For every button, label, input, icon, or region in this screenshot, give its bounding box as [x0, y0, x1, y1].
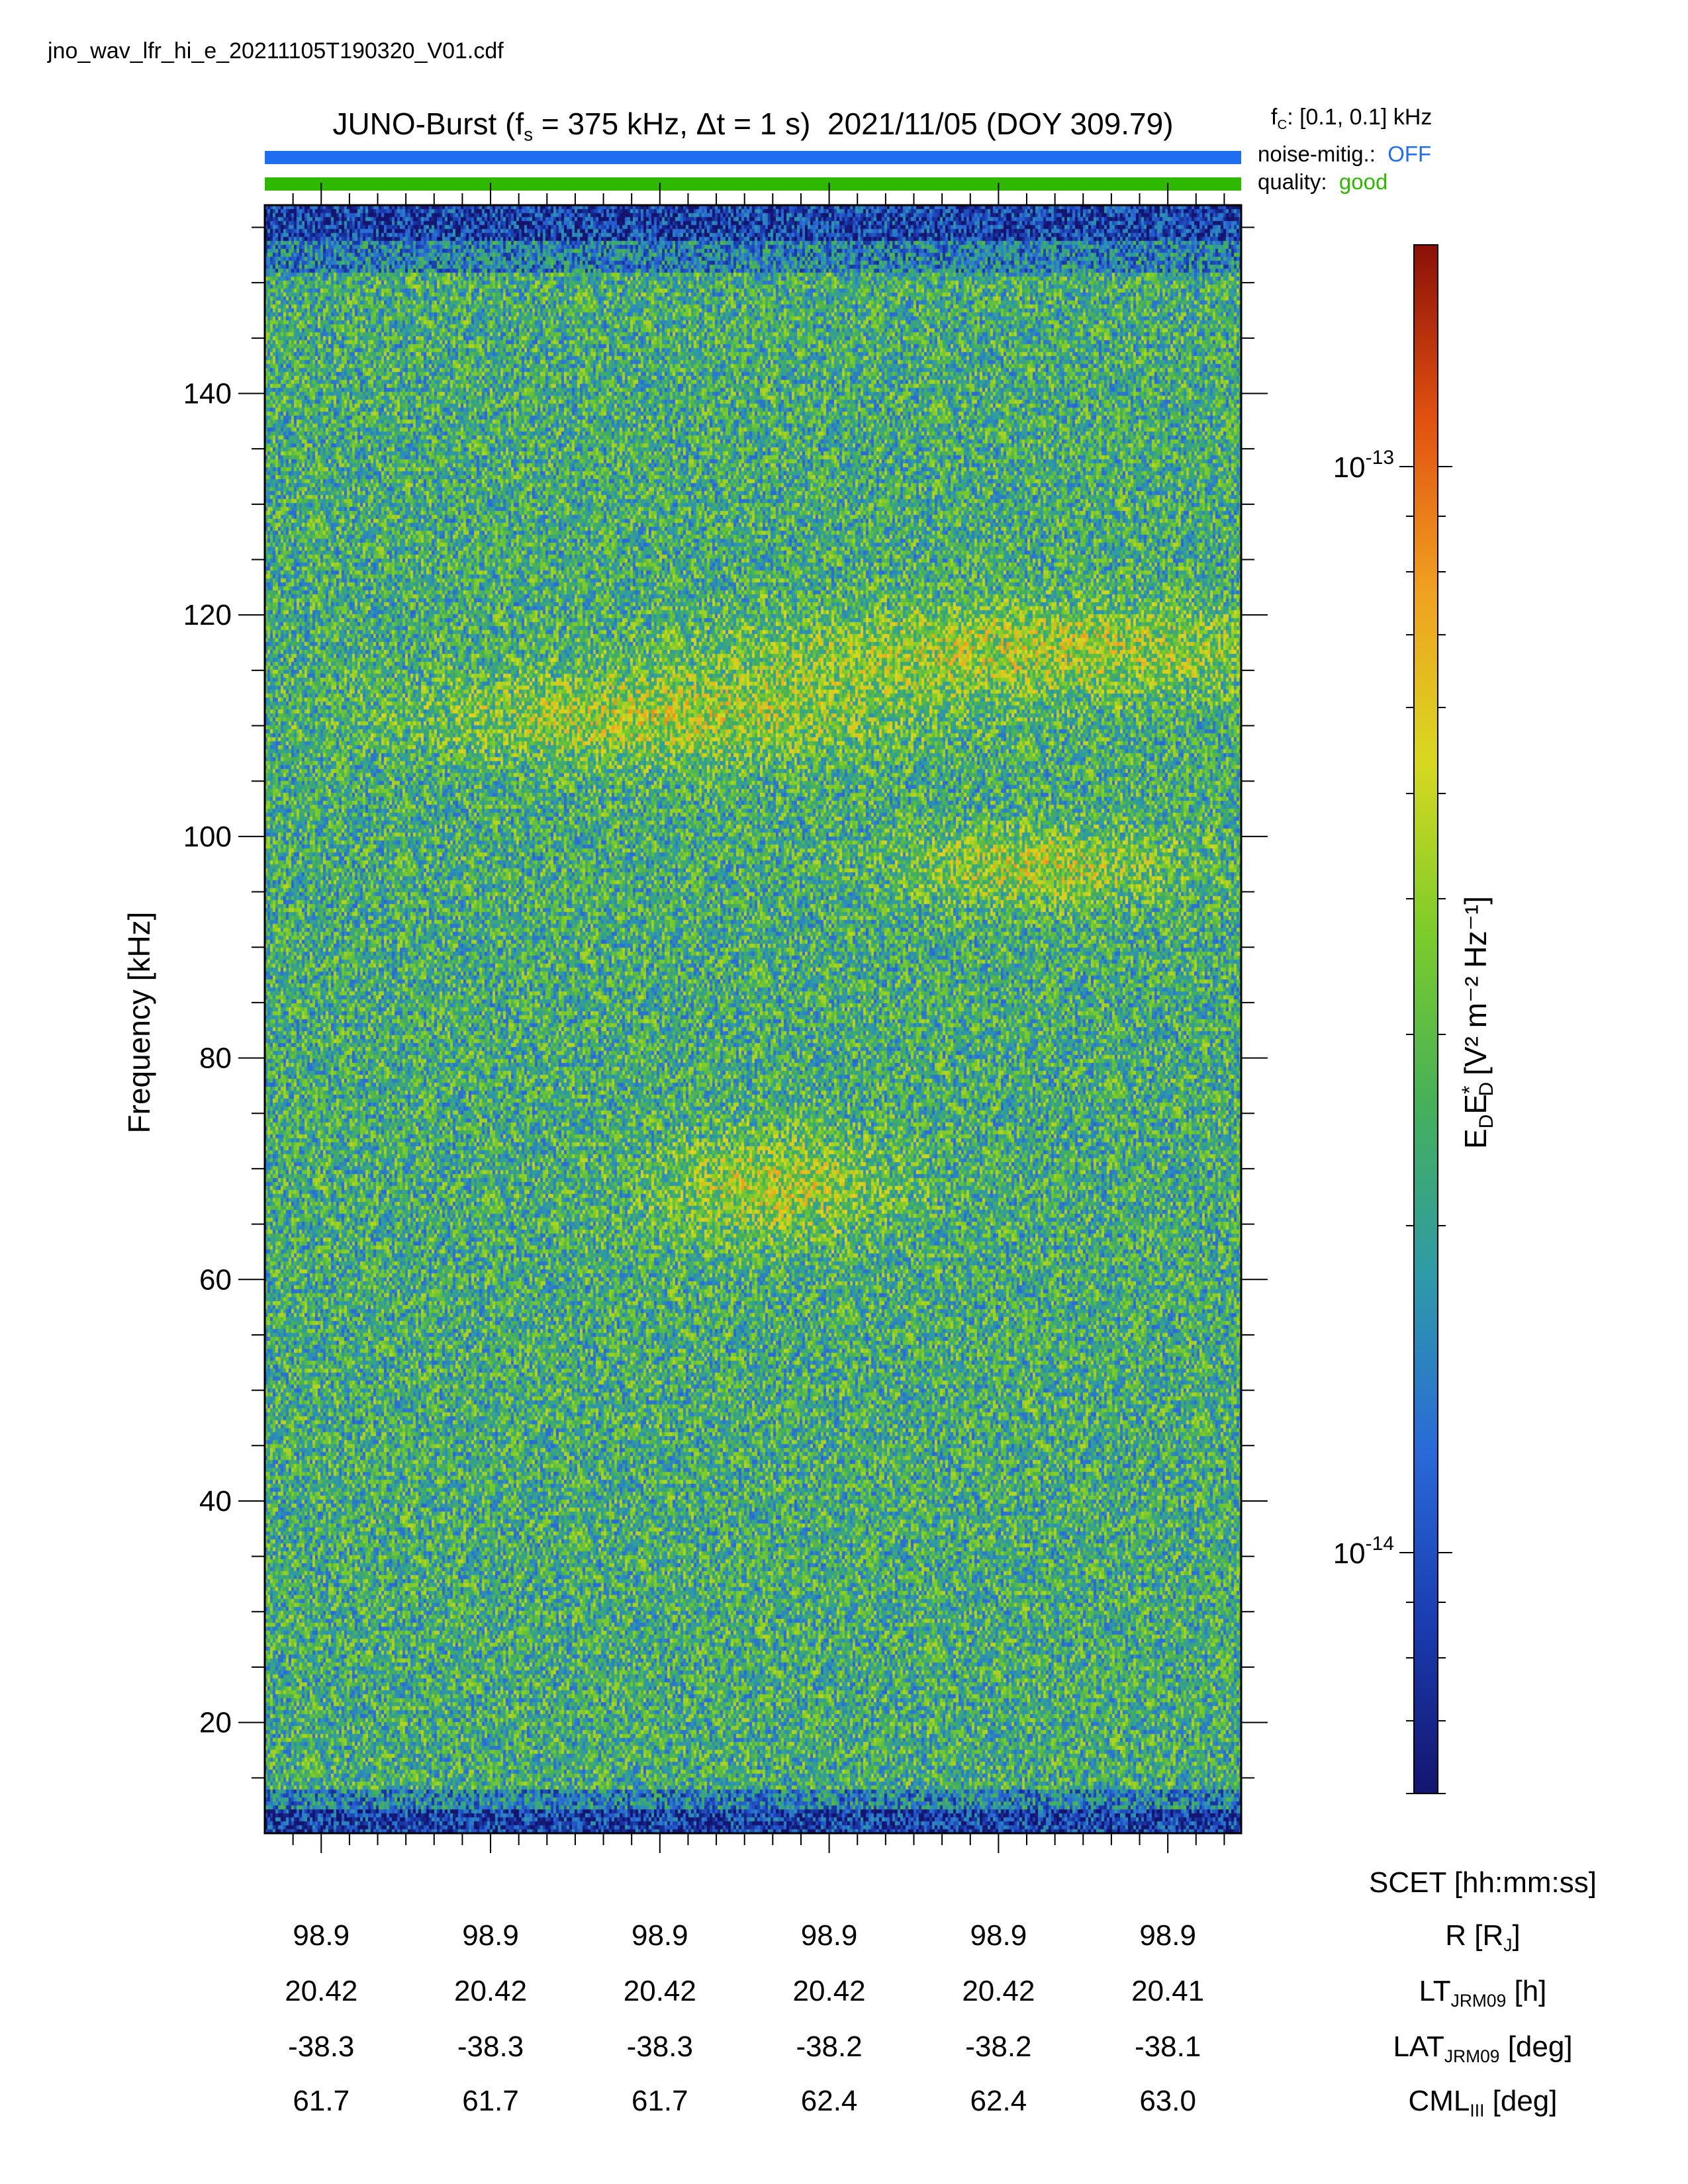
title-fs-sub: s — [524, 124, 534, 145]
spectrogram-image — [265, 205, 1241, 1833]
ephemeris-value: 62.4 — [800, 2085, 858, 2117]
ephemeris-value: 98.9 — [1139, 1919, 1196, 1952]
y-tick-label: 40 — [199, 1485, 232, 1518]
chart-title: JUNO-Burst (fs = 375 kHz, Δt = 1 s) 2021… — [332, 107, 1174, 145]
ephemeris-label-cml: CMLIII [deg] — [1408, 2085, 1558, 2121]
y-tick-label: 100 — [183, 821, 232, 853]
colorbar-tick-label: 10-14 — [1333, 1533, 1394, 1570]
ephemeris-value: 20.42 — [623, 1975, 696, 2007]
cb-label-units: [V² m⁻² Hz⁻¹] — [1458, 896, 1493, 1075]
ephemeris-value: 98.9 — [293, 1919, 350, 1952]
filter-sub: C — [1277, 118, 1288, 133]
cb-label-sub1: D — [1476, 1115, 1497, 1129]
ephemeris-value: 62.4 — [970, 2085, 1027, 2117]
ephemeris-value: -38.2 — [965, 2030, 1032, 2063]
ephemeris-value: 98.9 — [462, 1919, 519, 1952]
ephemeris-value: 63.0 — [1139, 2085, 1196, 2117]
y-tick-labels: 20 40 60 80 100 120 140 — [183, 377, 232, 1739]
ephemeris-value: -38.3 — [626, 2030, 693, 2063]
y-tick-label: 80 — [199, 1042, 232, 1075]
noise-label: noise-mitig.: — [1258, 142, 1376, 166]
ephemeris-row-lat: -38.3 -38.3 -38.3 -38.2 -38.2 -38.1 LATJRM09 [… — [0, 2030, 1688, 2070]
colorbar-tick-label: 10-13 — [1333, 447, 1394, 484]
ephemeris-row-r: 98.9 98.9 98.9 98.9 98.9 98.9 R [RJ] — [0, 1919, 1688, 1959]
ephemeris-value: 20.41 — [1131, 1975, 1205, 2007]
ephemeris-value: -38.3 — [288, 2030, 355, 2063]
ephemeris-row-lt: 20.42 20.42 20.42 20.42 20.42 20.41 LTJRM09 [h… — [0, 1975, 1688, 2015]
quality-value: good — [1338, 169, 1388, 194]
quality-flag: quality: good — [1258, 169, 1387, 195]
cb-label-e1: E — [1458, 1128, 1493, 1149]
noise-mitigation-bar — [265, 151, 1241, 164]
spectrogram-heatmap — [265, 205, 1241, 1833]
title-fs-value: = 375 kHz — [541, 107, 680, 141]
title-mission: JUNO-Burst — [332, 107, 497, 141]
filter-value: : [0.1, 0.1] kHz — [1287, 105, 1432, 130]
axis-ticks — [238, 183, 1268, 1853]
ephemeris-value: -38.2 — [796, 2030, 863, 2063]
title-fs-symbol: f — [515, 107, 524, 141]
ephemeris-value: 98.9 — [800, 1919, 858, 1952]
colorbar: 10-13 10-14 — [1333, 244, 1452, 1794]
cb-label-star: * — [1458, 1086, 1481, 1094]
ephemeris-value: 20.42 — [962, 1975, 1035, 2007]
ephemeris-value: 61.7 — [462, 2085, 519, 2117]
filter-symbol: f — [1271, 105, 1278, 130]
ephemeris-row-cml: 61.7 61.7 61.7 62.4 62.4 63.0 CMLIII [deg] — [0, 2085, 1688, 2124]
title-dt-value: = 1 s — [733, 107, 801, 141]
y-tick-label: 20 — [199, 1707, 232, 1739]
ephemeris-value: 98.9 — [631, 1919, 688, 1952]
colorbar-gradient — [1413, 244, 1438, 1794]
ephemeris-label-r: R [RJ] — [1445, 1919, 1521, 1956]
cb-label-e2: E — [1458, 1094, 1493, 1115]
ephemeris-value: 20.42 — [285, 1975, 358, 2007]
filter-label: fC: [0.1, 0.1] kHz — [1271, 105, 1432, 133]
y-tick-label: 60 — [199, 1263, 232, 1296]
cb-label-sub2: D — [1476, 1082, 1497, 1097]
title-dt-symbol: Δt — [696, 107, 726, 141]
scet-row: SCET [hh:mm:ss] — [0, 1866, 1688, 1906]
ephemeris-label-lat: LATJRM09 [deg] — [1393, 2030, 1573, 2067]
quality-label: quality: — [1258, 169, 1327, 194]
y-tick-label: 140 — [183, 377, 232, 410]
colorbar-label: EDE*D[V² m⁻² Hz⁻¹] — [1458, 896, 1497, 1149]
scet-label: SCET [hh:mm:ss] — [1369, 1866, 1597, 1899]
file-name: jno_wav_lfr_hi_e_20211105T190320_V01.cdf — [48, 38, 504, 64]
noise-mitigation-flag: noise-mitig.: OFF — [1258, 142, 1431, 167]
ephemeris-value: 61.7 — [631, 2085, 688, 2117]
y-axis-label: Frequency [kHz] — [122, 912, 156, 1134]
y-tick-label: 120 — [183, 599, 232, 631]
ephemeris-value: 20.42 — [792, 1975, 866, 2007]
ephemeris-value: 98.9 — [970, 1919, 1027, 1952]
quality-bar — [265, 177, 1241, 191]
plot-frame — [263, 204, 1243, 1835]
noise-value: OFF — [1387, 142, 1432, 166]
ephemeris-value: -38.1 — [1135, 2030, 1201, 2063]
ephemeris-label-lt: LTJRM09 [h] — [1419, 1975, 1547, 2011]
ephemeris-value: 20.42 — [453, 1975, 528, 2007]
ephemeris-value: 61.7 — [293, 2085, 350, 2117]
title-date: 2021/11/05 (DOY 309.79) — [827, 107, 1174, 141]
ephemeris-value: -38.3 — [457, 2030, 524, 2063]
